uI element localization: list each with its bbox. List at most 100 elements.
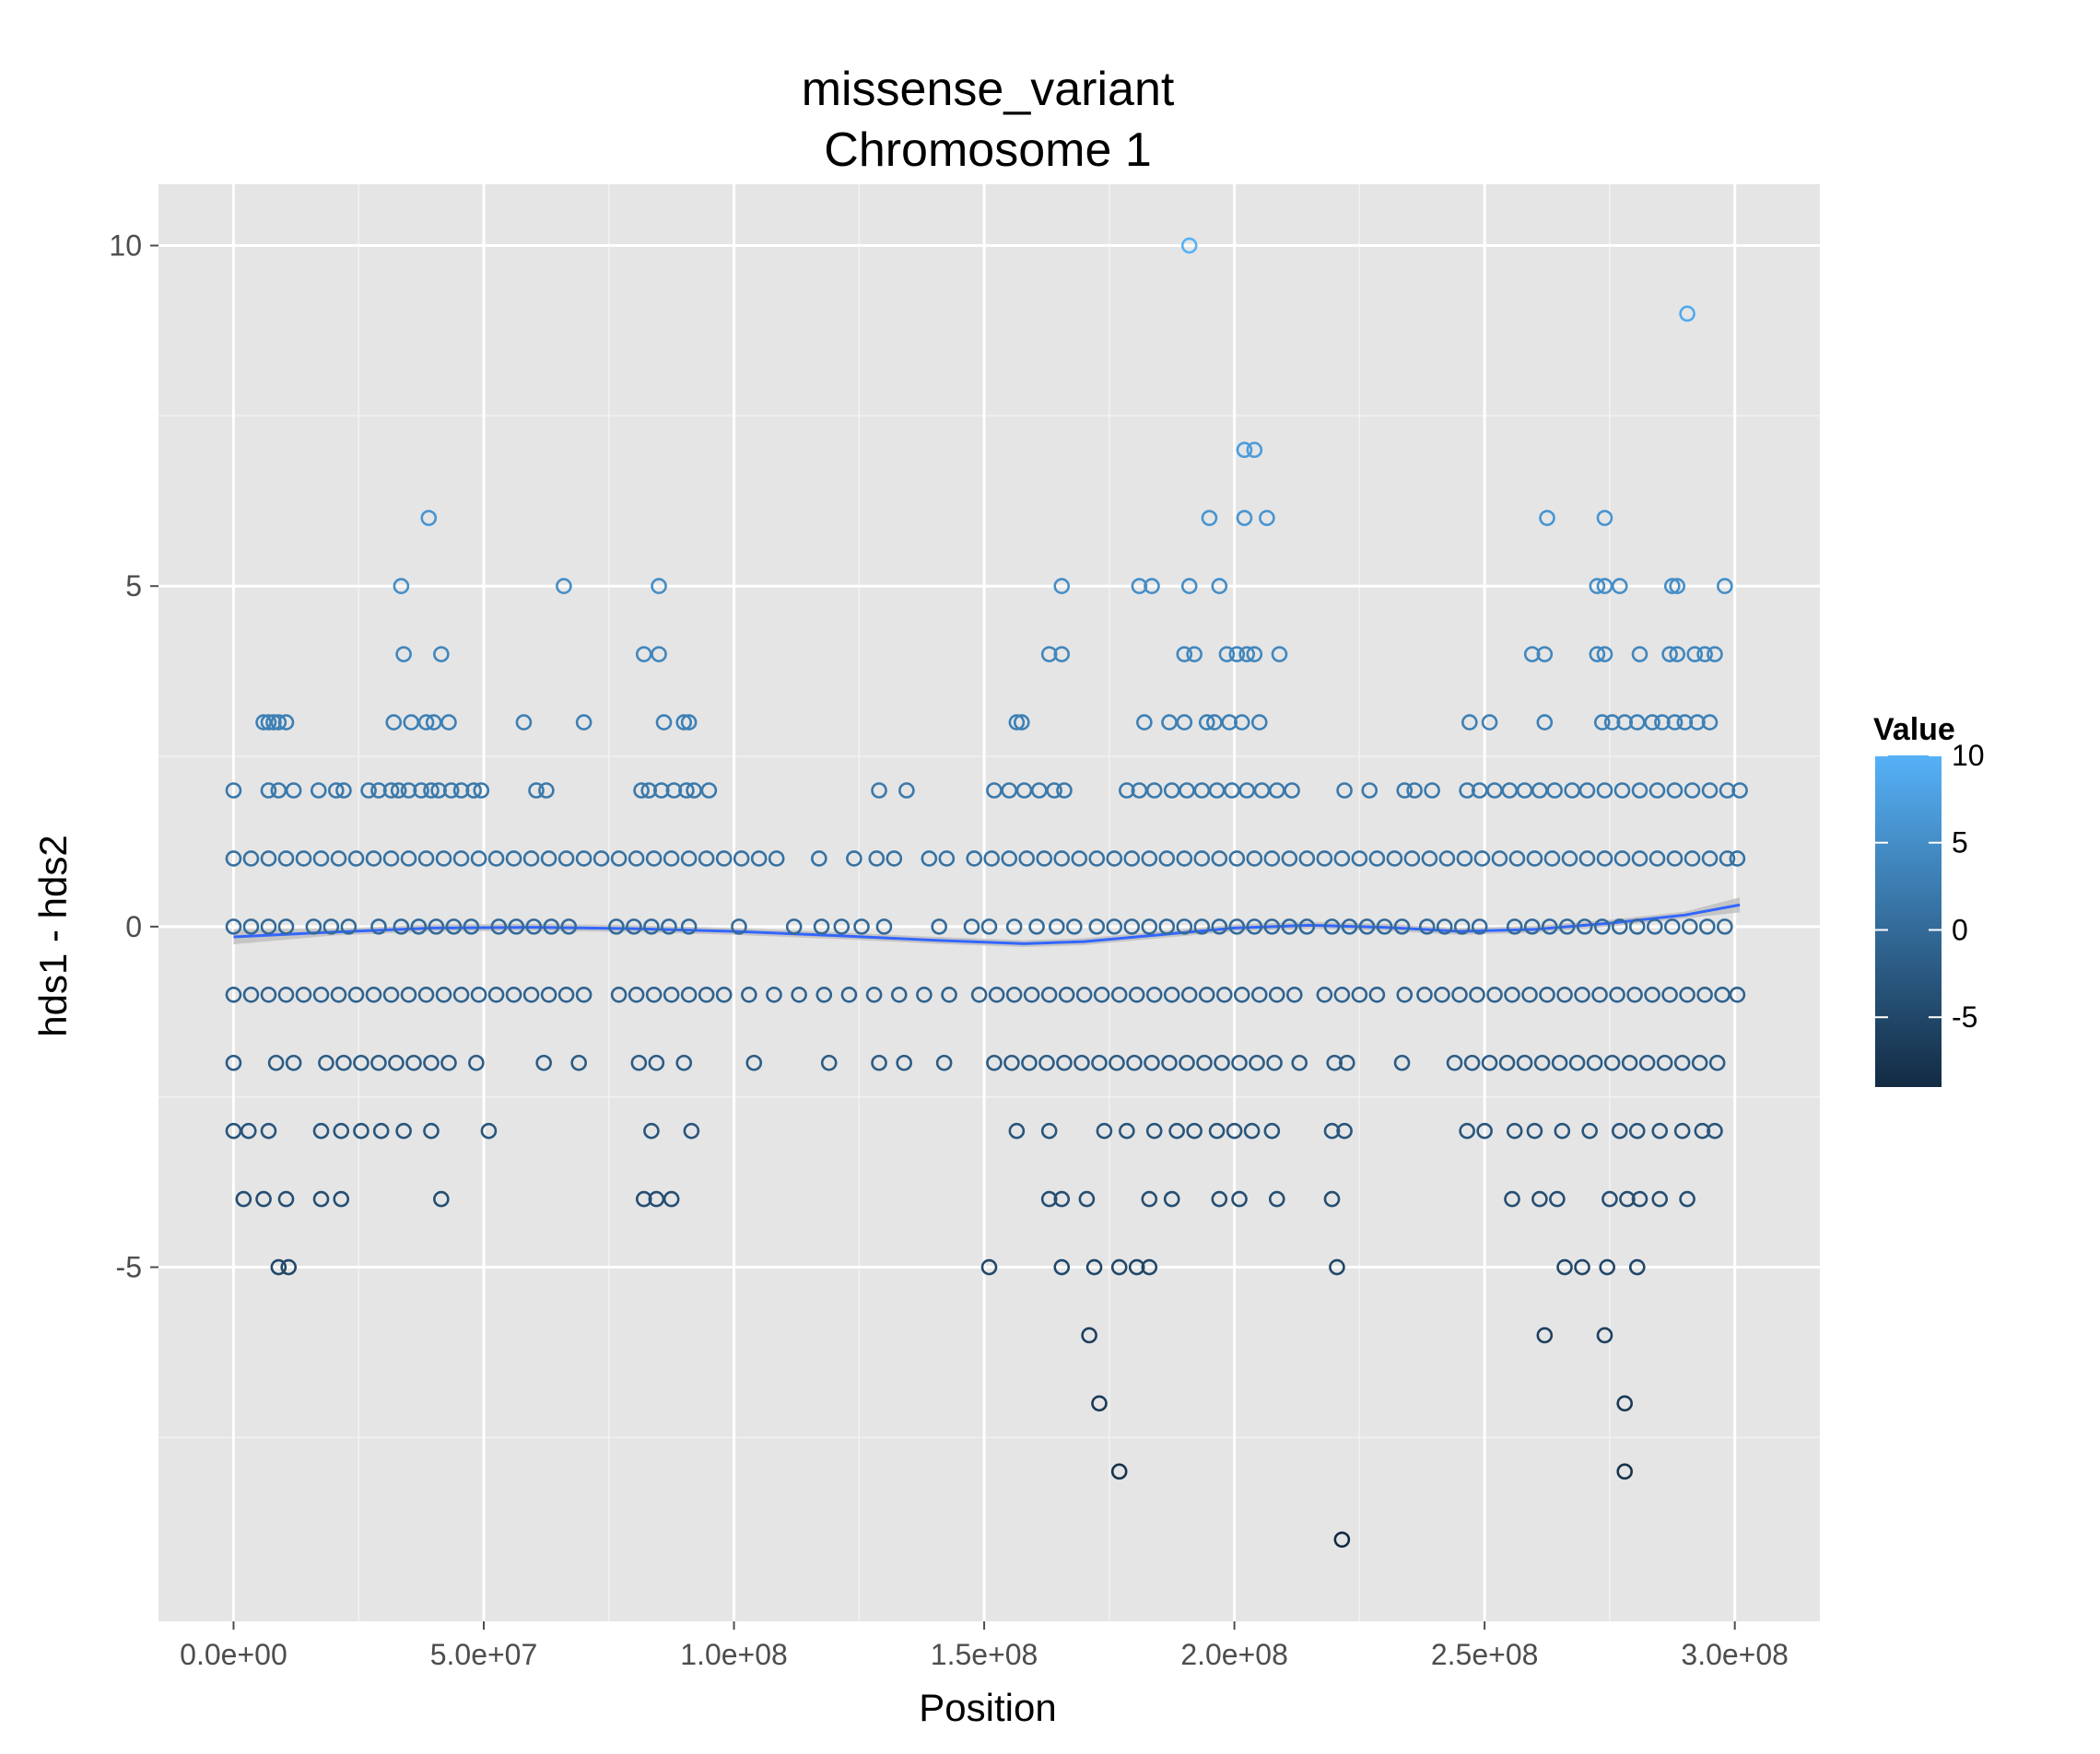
data-point — [1126, 1054, 1143, 1071]
data-point — [1453, 918, 1471, 935]
data-point — [1236, 441, 1253, 459]
data-point — [1214, 1054, 1230, 1071]
data-point — [417, 850, 435, 867]
data-point — [370, 782, 387, 799]
data-point — [1193, 918, 1211, 935]
data-point — [323, 918, 340, 935]
data-point — [1446, 1054, 1463, 1071]
data-point — [1211, 578, 1228, 595]
data-point — [1211, 850, 1228, 867]
data-point — [1616, 1395, 1634, 1412]
data-point — [1096, 1122, 1113, 1140]
data-point — [1093, 987, 1110, 1003]
data-point — [871, 782, 887, 799]
data-point — [630, 1054, 648, 1071]
data-point — [1701, 714, 1719, 731]
data-point — [318, 1054, 334, 1071]
data-point — [470, 850, 487, 867]
data-point — [652, 782, 670, 799]
data-point — [1141, 850, 1158, 867]
data-point — [1268, 987, 1285, 1003]
data-point — [413, 782, 429, 799]
data-point — [1396, 782, 1414, 799]
data-point — [1508, 850, 1526, 867]
data-point — [333, 1122, 350, 1140]
data-point — [1491, 850, 1508, 867]
data-point — [651, 578, 667, 595]
data-point — [1521, 987, 1538, 1003]
data-point — [592, 850, 610, 867]
data-point — [1285, 987, 1303, 1003]
data-point — [1073, 1054, 1090, 1071]
data-point — [1581, 1122, 1598, 1140]
data-point — [1669, 578, 1686, 595]
data-point — [1053, 1190, 1071, 1208]
data-point — [1463, 1054, 1481, 1071]
data-point — [678, 782, 695, 799]
data-point — [1333, 1531, 1351, 1549]
data-point — [750, 850, 768, 867]
data-point — [1161, 1054, 1178, 1071]
data-point — [1541, 918, 1558, 935]
data-point — [1646, 918, 1663, 935]
data-point — [833, 918, 851, 935]
data-point — [1684, 782, 1701, 799]
x-tick-label: 3.0e+08 — [1681, 1638, 1789, 1671]
data-point — [468, 1054, 485, 1071]
data-point — [1717, 578, 1733, 595]
data-point — [435, 850, 452, 867]
data-point — [853, 918, 870, 935]
data-point — [270, 714, 287, 731]
data-point — [680, 987, 698, 1003]
y-axis-ticks: -5 0 5 10 — [109, 229, 158, 1284]
data-point — [540, 987, 557, 1003]
data-point — [405, 1054, 422, 1071]
data-point — [868, 850, 886, 867]
x-tick-label: 2.5e+08 — [1431, 1638, 1539, 1671]
data-point — [916, 987, 933, 1003]
data-point — [1336, 1122, 1353, 1140]
data-point — [1368, 850, 1386, 867]
data-point — [1611, 918, 1628, 935]
data-point — [312, 1122, 330, 1140]
data-point — [1498, 1054, 1516, 1071]
data-point — [1628, 918, 1646, 935]
data-point — [970, 987, 988, 1003]
data-point — [260, 782, 277, 799]
data-point — [1436, 918, 1453, 935]
data-point — [1109, 1054, 1125, 1071]
data-point — [260, 918, 277, 935]
data-point — [1546, 782, 1563, 799]
data-point — [522, 987, 540, 1003]
data-point — [1486, 987, 1503, 1003]
data-point — [1516, 1054, 1533, 1071]
data-point — [1263, 1122, 1281, 1140]
data-point — [1018, 850, 1036, 867]
data-point — [310, 782, 327, 799]
data-point — [1236, 509, 1253, 527]
data-point — [1574, 987, 1590, 1003]
data-point — [1556, 987, 1573, 1003]
data-point — [865, 987, 883, 1003]
data-point — [1558, 918, 1576, 935]
data-point — [365, 850, 382, 867]
data-point — [1040, 1190, 1058, 1208]
data-point — [312, 1190, 330, 1208]
data-point — [1081, 1327, 1097, 1344]
data-point — [1058, 987, 1075, 1003]
data-point — [1208, 1122, 1226, 1140]
data-point — [1323, 1190, 1341, 1208]
data-point — [1654, 714, 1671, 731]
data-point — [935, 1054, 953, 1071]
data-point — [1168, 1122, 1185, 1140]
data-point — [1005, 987, 1023, 1003]
data-point — [988, 987, 1005, 1003]
data-point — [1053, 850, 1071, 867]
data-point — [1040, 1122, 1058, 1140]
x-tick-label: 1.0e+08 — [680, 1638, 788, 1671]
data-point — [1708, 1054, 1726, 1071]
data-point — [335, 1054, 352, 1071]
data-point — [428, 918, 445, 935]
data-point — [811, 850, 827, 867]
data-point — [420, 509, 438, 527]
